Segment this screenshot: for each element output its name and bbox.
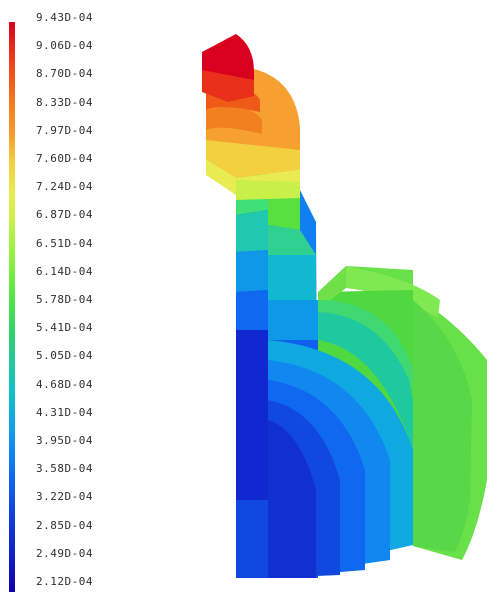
legend-tick-label: 6.51D-04 [36, 236, 93, 250]
color-legend: 9.43D-04 9.06D-04 8.70D-04 8.33D-04 7.97D-04… [0, 0, 160, 602]
legend-tick-label: 7.60D-04 [36, 152, 93, 165]
legend-tick-label: 5.41D-04 [36, 321, 93, 335]
legend-tick-label: 3.95D-04 [36, 434, 93, 447]
legend-tick-label: 2.85D-04 [36, 518, 93, 532]
legend-tick-label: 4.31D-04 [36, 405, 93, 419]
legend-tick-label: 2.12D-04 [36, 575, 93, 588]
legend-tick-label: 9.43D-04 [36, 11, 93, 24]
legend-tick-label: 6.87D-04 [36, 208, 93, 222]
legend-tick-label: 7.97D-04 [36, 123, 93, 137]
legend-tick-label: 3.58D-04 [36, 462, 93, 476]
legend-tick-label: 7.24D-04 [36, 180, 93, 194]
top-block [202, 34, 300, 200]
joint-contours [268, 300, 413, 578]
legend-tick-label: 8.70D-04 [36, 67, 93, 81]
legend-tick-label: 5.05D-04 [36, 349, 93, 363]
legend-tick-label: 5.78D-04 [36, 293, 93, 306]
legend-tick-label: 4.68D-04 [36, 377, 93, 391]
legend-tick-label: 2.49D-04 [36, 546, 93, 560]
legend-tick-label: 8.33D-04 [36, 95, 93, 109]
legend-tick-label: 9.06D-04 [36, 39, 93, 53]
legend-tick-label: 3.22D-04 [36, 490, 93, 504]
legend-colorbar [9, 22, 15, 592]
legend-tick-label: 6.14D-04 [36, 264, 93, 278]
